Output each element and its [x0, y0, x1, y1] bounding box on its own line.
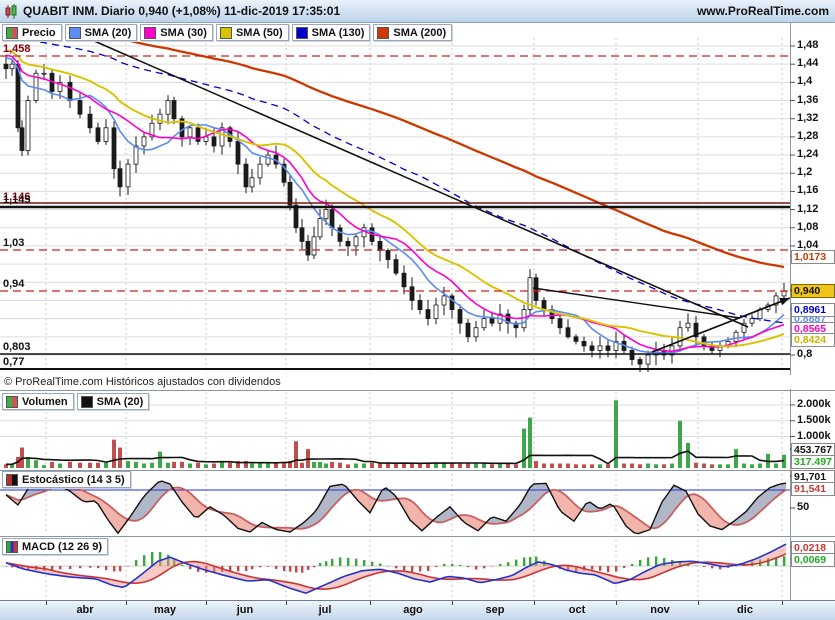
legend-item-sma-30[interactable]: SMA (30) — [140, 24, 213, 41]
month-label: may — [153, 604, 177, 616]
axis-tick — [534, 601, 535, 605]
stochastic-legend: Estocástico (14 3 5) — [2, 471, 134, 488]
legend-item-sma-50[interactable]: SMA (50) — [215, 24, 289, 41]
legend-swatch — [6, 540, 18, 553]
legend-swatch — [6, 395, 18, 408]
legend-item-precio[interactable]: Precio — [2, 24, 62, 41]
axis-label: 1,32 — [797, 111, 819, 124]
indicator-value-label: 0,8424 — [791, 333, 835, 347]
axis-label: 0,8 — [797, 347, 813, 360]
title-bar: QUABIT INM. Diario 0,940 (+1,08%) 11-dic… — [0, 0, 835, 23]
axis-label: 50 — [797, 501, 810, 513]
month-label: sep — [485, 604, 505, 616]
axis-label: 1,36 — [797, 93, 819, 106]
axis-label: 1,08 — [797, 220, 819, 233]
month-label: dic — [737, 604, 753, 616]
legend-item-sma-200[interactable]: SMA (200) — [373, 24, 453, 41]
legend-swatch — [6, 26, 18, 39]
legend-swatch — [377, 26, 390, 39]
indicator-value-label: 453.767 — [791, 443, 835, 457]
price-legend: Precio SMA (20) SMA (30) SMA (50) SMA (130) S… — [2, 24, 455, 41]
level-label: 0,94 — [3, 278, 25, 290]
indicator-value-label: 1,0173 — [791, 250, 835, 264]
indicator-value-label: 0,0218 — [791, 541, 835, 555]
legend-label: SMA (20) — [84, 26, 132, 39]
level-label: 1,145 — [3, 194, 31, 206]
indicator-value-label: 0,8961 — [791, 303, 835, 317]
legend-swatch — [80, 395, 93, 408]
level-label: 1,03 — [3, 237, 25, 249]
axis-tick — [616, 601, 617, 605]
legend-swatch — [295, 26, 308, 39]
month-label: nov — [650, 604, 670, 616]
legend-label: Precio — [22, 26, 56, 39]
month-label: oct — [568, 604, 586, 616]
axis-tick — [206, 601, 207, 605]
axis-tick — [126, 601, 127, 605]
axis-label: 1,12 — [797, 202, 819, 215]
month-label: abr — [76, 604, 94, 616]
month-label: jun — [236, 604, 254, 616]
legend-item-sma-20[interactable]: SMA (20) — [64, 24, 138, 41]
indicator-value-label: 0,940 — [791, 284, 835, 298]
axis-tick — [698, 601, 699, 605]
indicator-value-label: 0,0069 — [791, 553, 835, 567]
axis-label: 1,28 — [797, 129, 819, 142]
axis-tick — [782, 601, 783, 605]
axis-label: 1,4 — [797, 75, 813, 88]
axis-label: 1,48 — [797, 39, 819, 51]
copyright-note: © ProRealTime.com Históricos ajustados c… — [0, 375, 792, 389]
month-label: jul — [318, 604, 332, 616]
axis-label: 1.000k — [797, 429, 831, 442]
legend-label: Volumen — [22, 395, 68, 408]
axis-label: 2.000k — [797, 398, 831, 410]
axis-tick — [46, 601, 47, 605]
legend-label: MACD (12 26 9) — [22, 540, 103, 553]
indicator-value-label: 91,541 — [791, 482, 835, 496]
indicator-value-label: 0,8565 — [791, 322, 835, 336]
legend-label: SMA (30) — [160, 26, 207, 39]
macd-legend: MACD (12 26 9) — [2, 538, 111, 555]
axis-label: 1,44 — [797, 57, 819, 70]
axis-tick — [370, 601, 371, 605]
volume-legend: Volumen SMA (20) — [2, 393, 152, 410]
axis-label: 1,04 — [797, 238, 819, 251]
legend-item-macd-12-26-9[interactable]: MACD (12 26 9) — [2, 538, 109, 555]
legend-label: SMA (200) — [393, 26, 447, 39]
axis-tick — [286, 601, 287, 605]
month-label: ago — [403, 604, 423, 616]
axis-label: 1,24 — [797, 148, 819, 161]
legend-label: SMA (50) — [235, 26, 283, 39]
legend-item-sma-130[interactable]: SMA (130) — [291, 24, 371, 41]
indicator-value-label: 317.497 — [791, 455, 835, 469]
time-axis[interactable]: abr may jun jul ago sep oct nov dic — [0, 600, 835, 620]
legend-label: Estocástico (14 3 5) — [22, 473, 125, 486]
candlestick-icon — [4, 3, 18, 19]
legend-swatch — [68, 26, 81, 39]
level-label: 0,803 — [3, 341, 31, 353]
level-label: 0,77 — [3, 356, 25, 368]
indicator-value-label: 91,701 — [791, 470, 835, 484]
legend-item-volumen[interactable]: Volumen — [2, 393, 74, 410]
axis-label: 1,16 — [797, 184, 819, 197]
legend-swatch — [219, 26, 232, 39]
legend-label: SMA (20) — [96, 395, 144, 408]
axis-label: 1.500k — [797, 413, 831, 426]
axis-tick — [452, 601, 453, 605]
legend-swatch — [144, 26, 157, 39]
legend-swatch — [6, 473, 18, 486]
legend-item-estoc-stico-14-3-5[interactable]: Estocástico (14 3 5) — [2, 471, 131, 488]
chart-title: QUABIT INM. Diario 0,940 (+1,08%) 11-dic… — [23, 4, 341, 18]
level-label: 1,458 — [3, 43, 31, 55]
legend-item-sma-20[interactable]: SMA (20) — [76, 393, 150, 410]
axis-label: 1,2 — [797, 166, 813, 179]
website-link[interactable]: www.ProRealTime.com — [696, 4, 829, 18]
level-label: 1,146 — [3, 191, 31, 203]
legend-label: SMA (130) — [311, 26, 365, 39]
